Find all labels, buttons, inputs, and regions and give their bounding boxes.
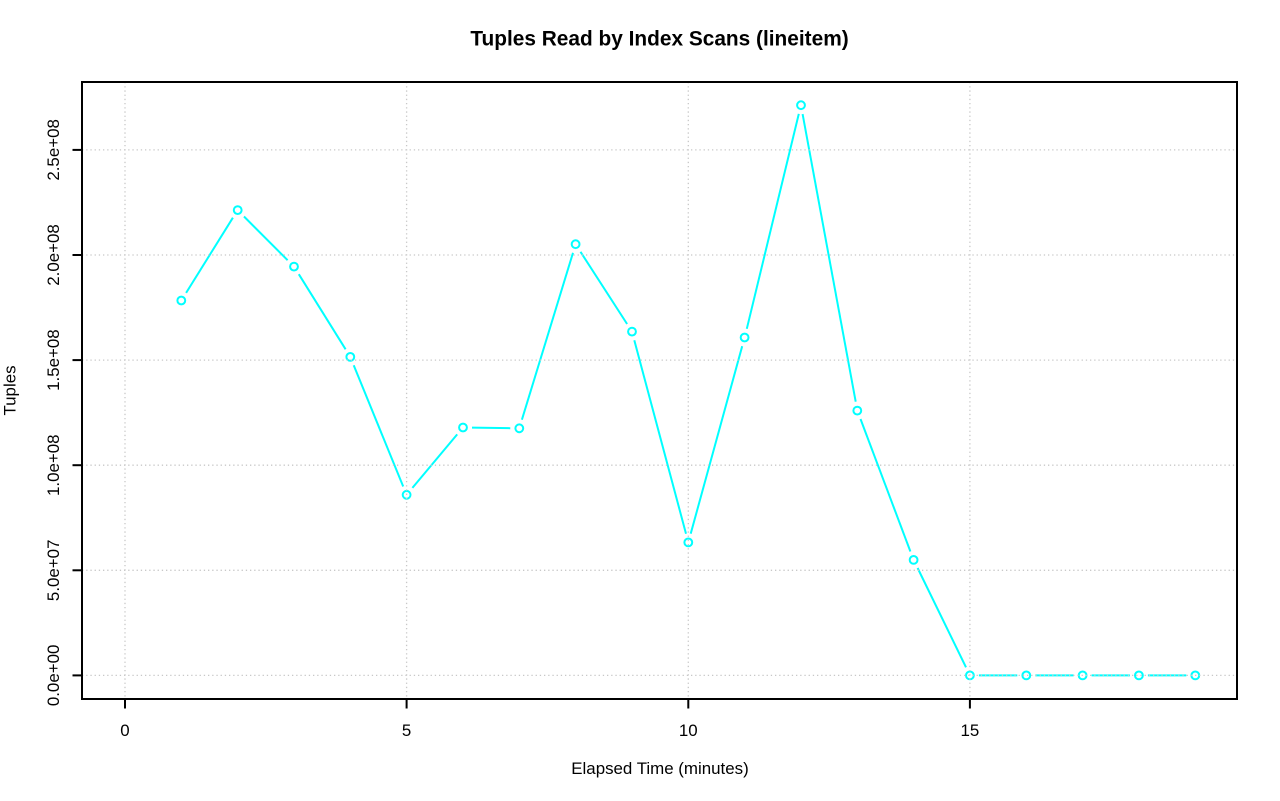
svg-text:2.5e+08: 2.5e+08 <box>44 119 63 181</box>
svg-text:Tuples Read by Index Scans (li: Tuples Read by Index Scans (lineitem) <box>470 28 848 51</box>
svg-text:Elapsed Time (minutes): Elapsed Time (minutes) <box>571 759 748 778</box>
svg-text:10: 10 <box>679 721 698 740</box>
svg-text:Tuples: Tuples <box>1 365 20 415</box>
svg-text:1.5e+08: 1.5e+08 <box>44 329 63 391</box>
svg-text:5.0e+07: 5.0e+07 <box>44 540 63 602</box>
svg-text:0.0e+00: 0.0e+00 <box>44 645 63 707</box>
svg-text:2.0e+08: 2.0e+08 <box>44 224 63 286</box>
svg-text:5: 5 <box>402 721 411 740</box>
svg-text:0: 0 <box>120 721 129 740</box>
svg-text:15: 15 <box>961 721 980 740</box>
svg-text:1.0e+08: 1.0e+08 <box>44 434 63 496</box>
